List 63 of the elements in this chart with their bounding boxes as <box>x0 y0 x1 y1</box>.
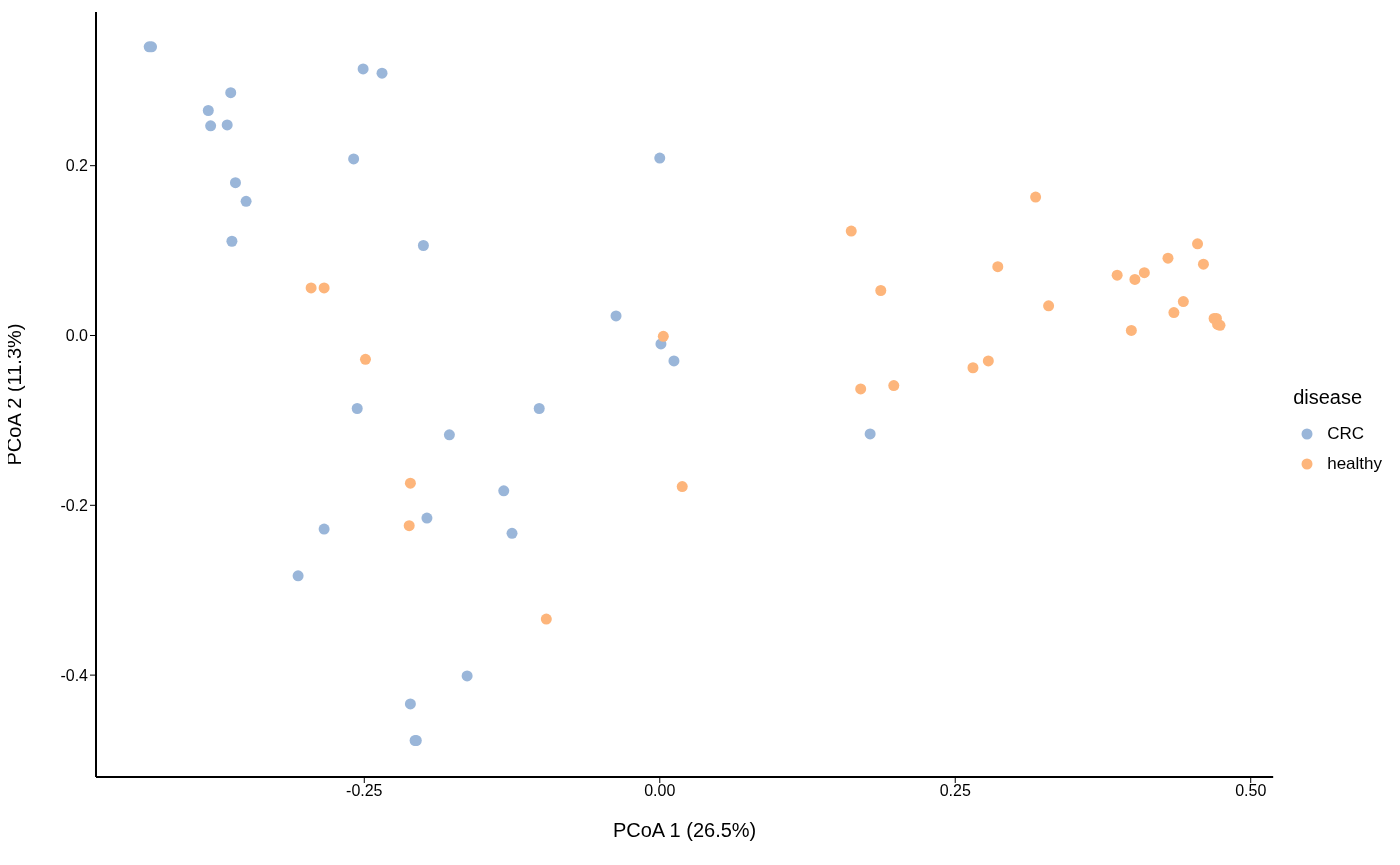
point <box>1192 238 1204 250</box>
point <box>875 284 887 296</box>
point <box>668 355 680 367</box>
legend-title: disease <box>1293 386 1364 409</box>
point <box>421 512 433 524</box>
point <box>992 261 1004 273</box>
x-tick-label: -0.25 <box>346 782 383 800</box>
point <box>403 520 415 532</box>
point <box>610 310 622 322</box>
point <box>404 698 416 710</box>
point <box>443 429 455 441</box>
point <box>982 355 994 367</box>
point <box>676 481 688 493</box>
y-tick-label: -0.2 <box>60 496 89 514</box>
point <box>318 523 330 535</box>
point <box>348 153 360 165</box>
point <box>417 239 429 251</box>
point <box>506 527 518 539</box>
point <box>1177 296 1189 308</box>
y-tick-label: -0.4 <box>60 666 89 684</box>
point <box>1162 252 1174 264</box>
point <box>657 330 669 342</box>
point <box>292 570 304 582</box>
point <box>1197 258 1209 270</box>
point <box>540 613 552 625</box>
point <box>351 403 363 415</box>
point <box>1111 269 1123 281</box>
point <box>498 485 510 497</box>
point <box>376 67 388 79</box>
point <box>305 282 317 294</box>
point <box>1168 307 1180 319</box>
point <box>1043 300 1055 312</box>
point <box>845 225 857 237</box>
point <box>461 670 473 682</box>
y-tick-label: 0.2 <box>65 157 89 175</box>
point <box>864 428 876 440</box>
point <box>229 177 241 189</box>
y-tick-label: 0.0 <box>65 327 89 345</box>
point <box>967 362 979 374</box>
point <box>1030 191 1042 203</box>
point <box>240 195 252 207</box>
point <box>357 63 369 75</box>
point <box>654 152 666 164</box>
point <box>404 477 416 489</box>
point <box>359 353 371 365</box>
legend-label: healthy <box>1327 454 1382 474</box>
point <box>1125 324 1137 336</box>
x-tick-label: 0.50 <box>1235 782 1267 800</box>
point <box>225 87 237 99</box>
point <box>318 282 330 294</box>
point <box>226 235 238 247</box>
point <box>205 120 217 132</box>
point <box>1129 273 1141 285</box>
point <box>221 119 233 131</box>
point <box>533 403 545 415</box>
x-tick-label: 0.00 <box>644 782 676 800</box>
x-tick-label: 0.25 <box>939 782 971 800</box>
point <box>888 380 900 392</box>
point <box>1138 267 1150 279</box>
point <box>855 383 867 395</box>
legend-label: CRC <box>1327 424 1365 444</box>
x-axis-title: PCoA 1 (26.5%) <box>612 819 757 841</box>
point <box>202 104 214 116</box>
